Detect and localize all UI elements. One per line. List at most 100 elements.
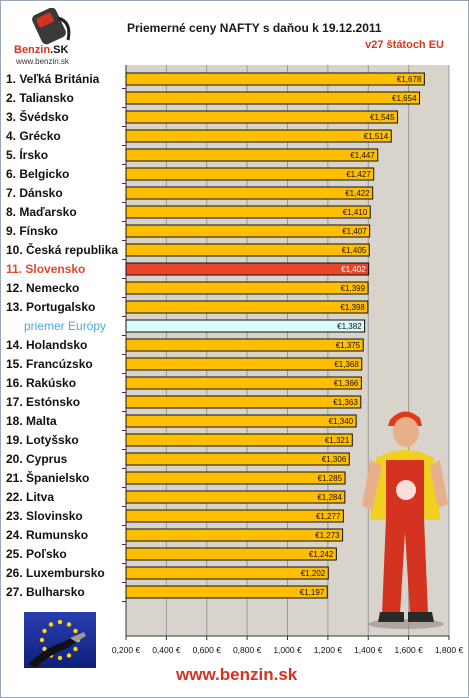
bar — [125, 490, 346, 504]
value-label: €1,410 — [343, 208, 368, 217]
category-label: 24. Rumunsko — [6, 528, 88, 542]
value-label: €1,405 — [342, 246, 367, 255]
bar — [125, 91, 421, 105]
x-tick-label: 1,800 € — [435, 645, 464, 655]
bar — [125, 471, 346, 485]
value-label: €1,654 — [392, 94, 417, 103]
value-label: €1,545 — [370, 113, 395, 122]
x-tick-label: 0,600 € — [193, 645, 222, 655]
x-tick-label: 1,400 € — [354, 645, 383, 655]
category-label: 4. Grécko — [6, 129, 61, 143]
value-label: €1,399 — [341, 284, 366, 293]
bar — [125, 129, 392, 143]
bar-average — [125, 319, 366, 333]
category-label: 16. Rakúsko — [6, 376, 76, 390]
category-label: 3. Švédsko — [6, 109, 69, 124]
bar — [125, 376, 362, 390]
bar — [125, 205, 371, 219]
logo-url: www.benzin.sk — [16, 57, 69, 66]
category-label: 8. Maďarsko — [6, 205, 77, 219]
category-label: 5. Írsko — [6, 147, 48, 162]
bar — [125, 509, 344, 523]
value-label: €1,422 — [345, 189, 370, 198]
eu-flag-fuel-nozzle-image — [24, 612, 96, 668]
bar — [125, 110, 399, 124]
chart-title: Priemerné ceny NAFTY s daňou k 19.12.201… — [127, 21, 382, 35]
bar — [125, 585, 328, 599]
value-label: €1,202 — [301, 569, 326, 578]
value-label: €1,321 — [325, 436, 350, 445]
value-label: €1,277 — [316, 512, 341, 521]
bar — [125, 547, 337, 561]
bar — [125, 300, 369, 314]
bar — [125, 148, 379, 162]
value-label: €1,366 — [334, 379, 359, 388]
bar — [125, 72, 425, 86]
value-label: €1,402 — [341, 265, 366, 274]
value-label: €1,242 — [309, 550, 334, 559]
value-label: €1,306 — [322, 455, 347, 464]
bar — [125, 281, 369, 295]
chart-subtitle: v27 štátoch EU — [365, 39, 444, 51]
category-label: 18. Malta — [6, 414, 57, 428]
category-label: 21. Španielsko — [6, 470, 89, 485]
value-label: €1,368 — [334, 360, 359, 369]
average-label: priemer Európy — [24, 319, 106, 333]
category-label: 11. Slovensko — [6, 262, 85, 276]
value-label: €1,514 — [364, 132, 389, 141]
value-label: €1,363 — [333, 398, 358, 407]
bar — [125, 414, 357, 428]
value-label: €1,407 — [342, 227, 367, 236]
x-tick-label: 0,800 € — [233, 645, 262, 655]
logo-wordmark: Benzin.SK — [14, 44, 69, 56]
category-label: 7. Dánsko — [6, 186, 63, 200]
value-label: €1,197 — [300, 588, 325, 597]
x-tick-label: 1,200 € — [314, 645, 343, 655]
x-tick-label: 1,600 € — [394, 645, 423, 655]
category-label: 22. Litva — [6, 490, 54, 504]
bar — [125, 433, 353, 447]
x-tick-label: 0,400 € — [152, 645, 181, 655]
footer-url: www.benzin.sk — [176, 665, 298, 684]
mascot-mechanic-image — [362, 411, 448, 629]
value-label: €1,273 — [315, 531, 340, 540]
benzin-logo — [32, 8, 71, 45]
category-label: 19. Lotyšsko — [6, 433, 79, 447]
value-label: €1,678 — [397, 75, 422, 84]
category-label: 1. Veľká Británia — [6, 72, 100, 86]
bar — [125, 452, 350, 466]
category-label: 17. Estónsko — [6, 395, 80, 409]
bar — [125, 224, 371, 238]
category-label: 27. Bulharsko — [6, 585, 85, 599]
value-label: €1,382 — [337, 322, 362, 331]
category-label: 13. Portugalsko — [6, 300, 95, 314]
x-tick-label: 1,000 € — [273, 645, 302, 655]
bar — [125, 167, 375, 181]
value-label: €1,340 — [329, 417, 354, 426]
category-label: 20. Cyprus — [6, 452, 68, 466]
bar — [125, 528, 344, 542]
bar — [125, 338, 364, 352]
category-label: 10. Česká republika — [6, 242, 118, 257]
bar — [125, 566, 329, 580]
bar — [125, 357, 363, 371]
category-label: 26. Luxembursko — [6, 566, 105, 580]
bar — [125, 186, 374, 200]
bar — [125, 395, 362, 409]
category-label: 15. Francúzsko — [6, 357, 93, 371]
bar-highlighted — [125, 262, 370, 276]
value-label: €1,284 — [317, 493, 342, 502]
value-label: €1,398 — [340, 303, 365, 312]
category-label: 14. Holandsko — [6, 338, 87, 352]
value-label: €1,375 — [336, 341, 361, 350]
x-tick-label: 0,200 € — [112, 645, 141, 655]
category-label: 25. Poľsko — [6, 547, 67, 561]
category-label: 23. Slovinsko — [6, 509, 83, 523]
value-label: €1,427 — [346, 170, 371, 179]
value-label: €1,285 — [318, 474, 343, 483]
bar — [125, 243, 370, 257]
category-label: 2. Taliansko — [6, 91, 74, 105]
category-label: 9. Fínsko — [6, 224, 58, 238]
category-label: 6. Belgicko — [6, 167, 69, 181]
